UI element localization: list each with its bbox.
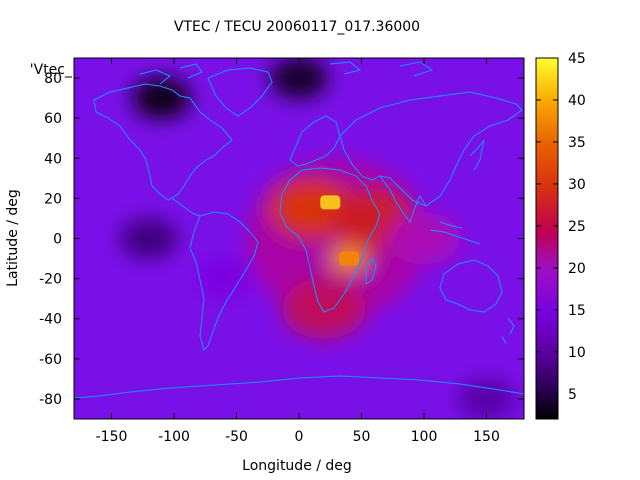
x-tick-label: 0 [295,429,304,445]
y-tick-label: -60 [39,352,62,368]
coastline-central-america [171,197,201,217]
x-tick-label: -100 [158,429,190,445]
colorbar [535,57,559,420]
colorbar-tick-label: 35 [568,135,586,151]
colorbar-tick-label: 20 [568,261,586,277]
colorbar-ticks: 5 10 15 20 25 30 35 40 45 [536,51,586,403]
heatmap-cell-2 [269,178,354,239]
y-tick-label: -20 [39,272,62,288]
coastline-australia [439,259,503,313]
x-tick-label: 100 [411,429,438,445]
x-axis-ticks: -150 -100 -50 0 50 100 150 [96,58,500,445]
colorbar-tick-label: 45 [568,51,586,67]
y-tick-label: 40 [44,151,62,167]
y-axis-label: Latitude / deg [5,189,21,287]
x-tick-label: 50 [353,429,371,445]
x-tick-label: -150 [96,429,128,445]
coastline-new-zealand [501,317,515,345]
coastline-indonesia [429,221,481,245]
coastlines [74,61,524,399]
y-tick-label: -80 [39,392,62,408]
colorbar-tick-label: 25 [568,219,586,235]
chart-title: VTEC / TECU 20060117_017.36000 [174,19,420,35]
x-tick-label: 150 [473,429,500,445]
coastline-north-america [93,83,233,201]
y-tick-label: 80 [44,71,62,87]
coastline-south-america [189,211,259,351]
y-tick-label: 0 [53,232,62,248]
heatmap-cell-5 [387,212,461,265]
coastline-africa [279,167,381,313]
heatmap-peak-1 [339,251,359,266]
heatmap-cell-4 [282,278,366,339]
coastline-india [379,175,427,224]
colorbar-tick-label: 5 [568,387,577,403]
heatmap-cell-7 [119,217,179,260]
heatmap-cell-9 [269,58,329,99]
coastline-madagascar [365,256,377,285]
heatmap-peak-0 [320,195,341,210]
colorbar-tick-label: 30 [568,177,586,193]
colorbar-tick-label: 10 [568,345,586,361]
y-axis-ticks: 80 60 40 20 0 -20 -40 -60 -80 [39,71,524,408]
coastline-asia [339,91,523,207]
x-tick-label: -50 [225,429,248,445]
colorbar-tick-label: 15 [568,303,586,319]
legend-entry: 'Vtec_ [30,62,73,78]
x-axis-label: Longitude / deg [242,458,352,474]
coastline-antarctica [74,375,524,399]
coastline-japan [469,139,485,171]
y-tick-label: -40 [39,312,62,328]
coastline-greenland [207,67,273,117]
heatmap-field [74,58,524,419]
heatmap-cell-10 [457,378,516,419]
heatmap-cell-8 [132,77,191,119]
colorbar-tick-label: 40 [568,93,586,109]
heatmap-cell-6 [194,257,254,300]
y-tick-label: 20 [44,191,62,207]
y-tick-label: 60 [44,111,62,127]
coastline-arctic-islands [139,61,434,85]
